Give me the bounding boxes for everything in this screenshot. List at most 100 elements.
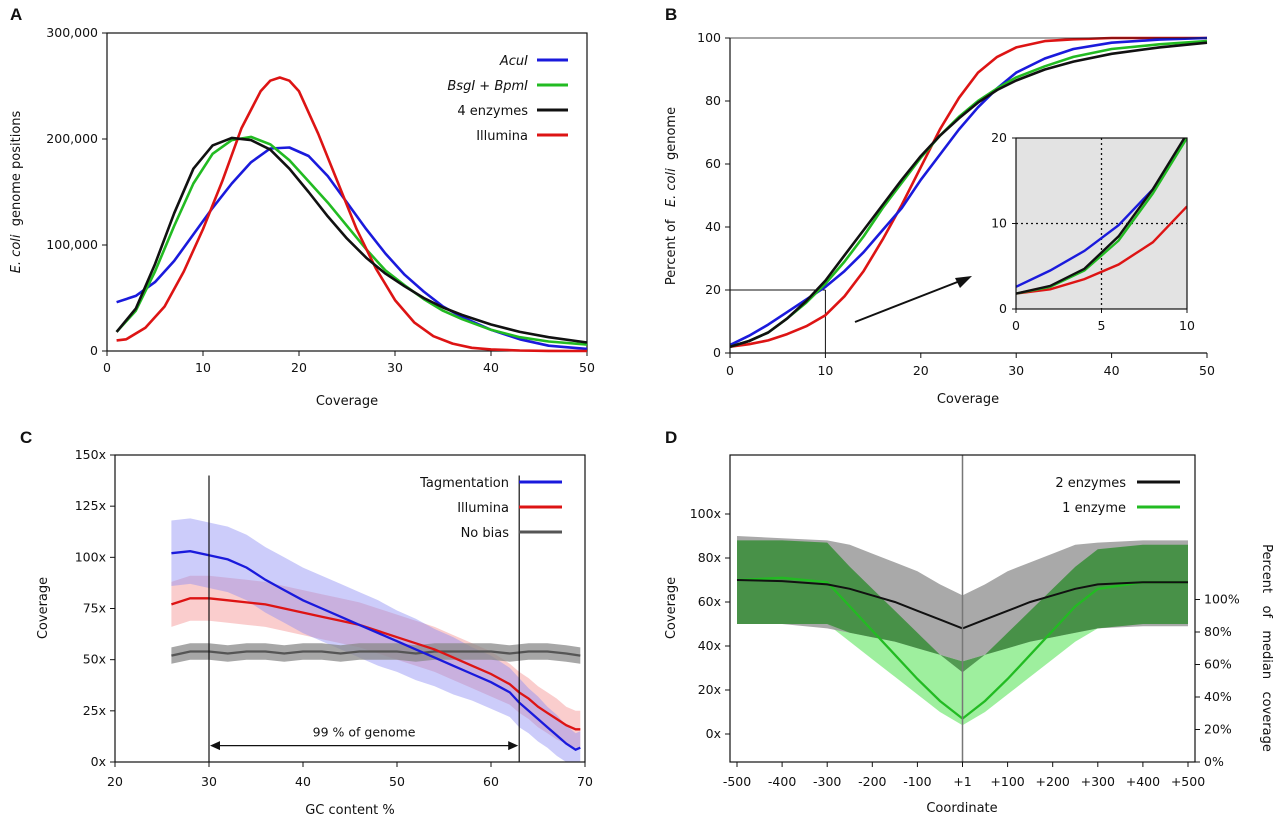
panel-d-y-tick-label: 60x (698, 594, 721, 609)
panel-b-y-tick-label: 40 (705, 219, 721, 234)
panel-c-y-axis-label: Coverage (36, 577, 51, 639)
panel-d-x-tick-label: +400 (1126, 774, 1160, 789)
panel-d-x-axis-label: Coordinate (926, 801, 997, 816)
panel-a-series-acui (116, 146, 588, 351)
panel-d-right-tick-label: 100% (1204, 592, 1240, 607)
panel-d-right-tick-label: 40% (1204, 689, 1232, 704)
panel-b-axis-frame (729, 38, 1207, 354)
panel-a-legend-bsgi-bpmi-label: BsgI + BpmI (447, 79, 528, 94)
panel-c-y-tick-label: 150x (75, 447, 106, 462)
panel-d-letter: D (665, 428, 677, 447)
panel-c-x-tick-label: 30 (201, 774, 217, 789)
panel-a-legend-acui-label: AcuI (499, 54, 528, 69)
panel-a-x-tick-label: 30 (387, 360, 403, 375)
panel-a-x-tick-label: 0 (103, 360, 111, 375)
panel-c-x-tick-label: 40 (295, 774, 311, 789)
panel-c-x-tick-label: 50 (389, 774, 405, 789)
inset-y-tick-label: 0 (999, 301, 1007, 316)
panel-b-y-tick-label: 100 (697, 30, 721, 45)
panel-d-legend-2-enzymes-label: 2 enzymes (1055, 476, 1126, 491)
panel-c-series-illumina (171, 597, 581, 731)
panel-a-x-tick-label: 50 (579, 360, 595, 375)
panel-b-series-acui (729, 36, 1208, 347)
panel-a-y-tick-label: 300,000 (46, 25, 98, 40)
panel-a-series-bsgi-bpmi (115, 135, 588, 346)
panel-c-band-tagmentation (171, 518, 581, 762)
panel-a-x-tick-label: 20 (291, 360, 307, 375)
panel-c-series-no-bias (171, 650, 581, 657)
panel-d-plot-area (729, 454, 1196, 763)
panel-d-right-tick-label: 0% (1204, 754, 1224, 769)
inset-y-tick-label: 10 (991, 216, 1007, 231)
panel-c-y-tick-label: 50x (83, 652, 106, 667)
panel-a-x-axis-label: Coverage (316, 394, 378, 409)
panel-a-letter: A (10, 5, 22, 24)
panel-c-plot-area (114, 454, 586, 763)
inset-series-illumina (1016, 205, 1187, 295)
gc-range-annotation-label: 99 % of genome (313, 725, 416, 740)
panel-a-y-tick-label: 0 (90, 343, 98, 358)
inset-series-4-enzymes (1016, 138, 1186, 295)
panel-d-y-tick-label: 0x (706, 726, 721, 741)
panel-b-series-illumina (729, 36, 1207, 348)
panel-b-x-tick-label: 40 (1104, 363, 1120, 378)
panel-d-y-tick-label: 40x (698, 638, 721, 653)
panel-a-plot-area (106, 32, 588, 352)
panel-d-x-tick-label: +200 (1036, 774, 1070, 789)
panel-c-band-no-bias (171, 643, 581, 664)
panel-c-x-tick-label: 20 (107, 774, 123, 789)
panel-d-right-axis-label: Percent of median coverage (1259, 544, 1274, 752)
panel-d-x-tick-label: +500 (1171, 774, 1205, 789)
panel-c-legend-illumina-label: Illumina (457, 501, 509, 516)
panel-d-right-tick-label: 60% (1204, 657, 1232, 672)
gc-range-arrow-right-head (508, 741, 519, 751)
panel-a-y-tick-label: 100,000 (46, 237, 98, 252)
panel-a-legend-4-enzymes-label: 4 enzymes (457, 104, 528, 119)
panel-c-letter: C (20, 428, 32, 447)
panel-c-band-illumina (171, 575, 581, 748)
panel-d-right-tick-label: 80% (1204, 624, 1232, 639)
inset-x-tick-label: 10 (1179, 318, 1195, 333)
inset-pointer-arrow (854, 276, 972, 323)
panel-a-legend: AcuI BsgI + BpmI 4 enzymes Illumina (447, 54, 568, 144)
inset-x-tick-label: 5 (1098, 318, 1106, 333)
panel-c-series-tagmentation (171, 550, 581, 751)
panel-d-x-tick-label: -100 (903, 774, 931, 789)
panel-c-y-tick-label: 0x (91, 754, 106, 769)
panel-d-band-overlap (737, 540, 1188, 673)
panel-d-x-tick-label: +300 (1081, 774, 1115, 789)
panel-a-x-tick-label: 40 (483, 360, 499, 375)
panel-d-legend: 2 enzymes 1 enzyme (1055, 476, 1180, 516)
panel-b-y-tick-label: 0 (713, 345, 721, 360)
panel-a-series-4-enzymes (115, 136, 588, 344)
panel-b-x-tick-label: 20 (913, 363, 929, 378)
panel-d-x-tick-label: -400 (768, 774, 796, 789)
panel-d-x-tick-label: +1 (953, 774, 971, 789)
panel-a-y-tick-label: 200,000 (46, 131, 98, 146)
panel-d-y-tick-label: 100x (690, 506, 721, 521)
inset-x-tick-label: 0 (1012, 318, 1020, 333)
panel-c-legend-no-bias-label: No bias (461, 526, 510, 541)
panel-d-x-tick-label: -300 (813, 774, 841, 789)
panel-b-series-4-enzymes (729, 41, 1208, 348)
panel-d-y-axis-label: Coverage (664, 577, 679, 639)
panel-a-x-tick-label: 10 (195, 360, 211, 375)
panel-d-legend-1-enzyme-label: 1 enzyme (1062, 501, 1126, 516)
panel-a-series-illumina (116, 76, 588, 353)
panel-c-legend-tagmentation-label: Tagmentation (419, 476, 509, 491)
panel-c-y-tick-label: 25x (83, 703, 106, 718)
panel-b-inset: 0 5 10 0 10 20 (991, 130, 1195, 333)
panel-c-y-tick-label: 75x (83, 601, 106, 616)
panel-a-legend-illumina-label: Illumina (476, 129, 528, 144)
panel-b-y-tick-label: 20 (705, 282, 721, 297)
panel-d-x-tick-label: -500 (723, 774, 751, 789)
panel-c-y-tick-label: 125x (75, 498, 106, 513)
panel-b-x-tick-label: 30 (1008, 363, 1024, 378)
panel-a-y-axis-label: E. coli genome positions (9, 110, 24, 273)
panel-d-y-tick-label: 20x (698, 682, 721, 697)
panel-c-x-tick-label: 70 (577, 774, 593, 789)
panel-c-y-tick-label: 100x (75, 549, 106, 564)
gc-range-annotation: 99 % of genome (210, 725, 519, 751)
